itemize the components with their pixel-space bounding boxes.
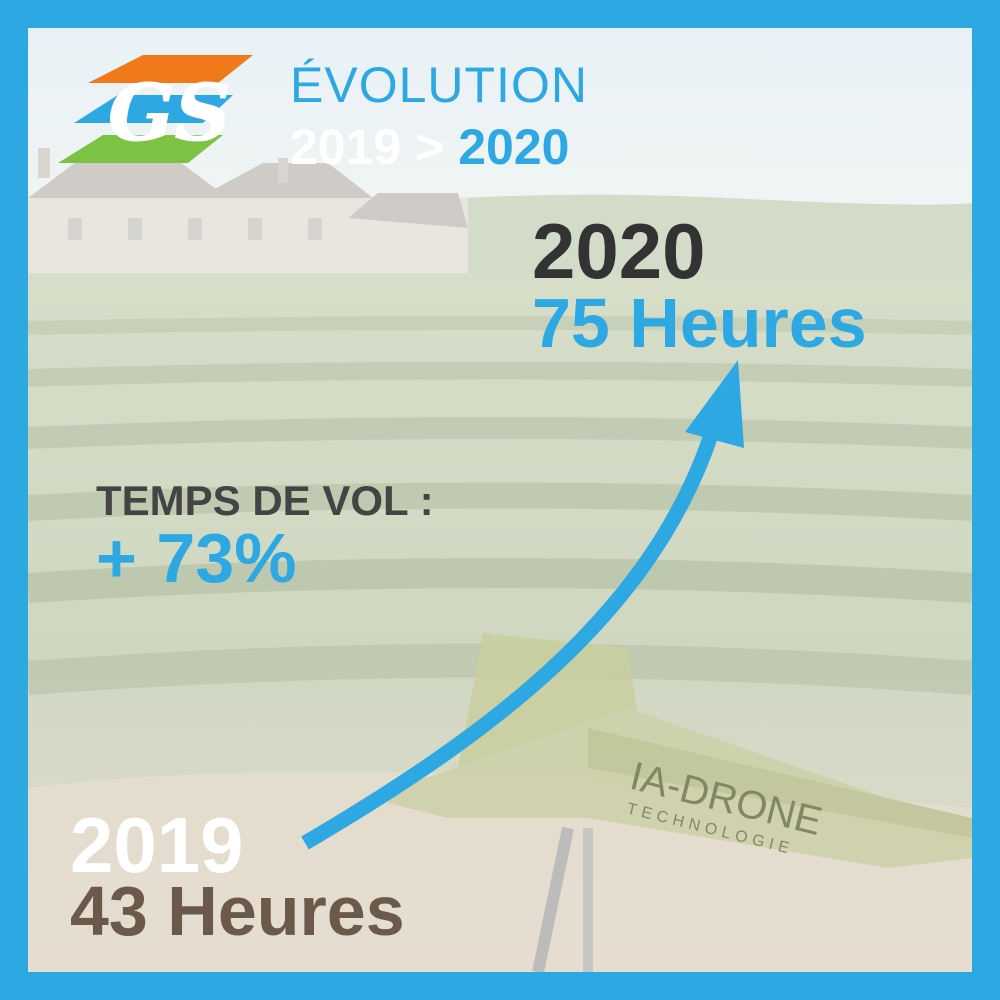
vineyard-photo-background: IA-DRONE TECHNOLOGIE xyxy=(28,28,972,972)
year-2020-label: 2020 xyxy=(532,207,706,295)
year-2019-label: 2019 xyxy=(70,801,244,889)
header-year-from: 2019 xyxy=(290,119,402,175)
hours-2020-value: 75 Heures xyxy=(532,284,867,362)
drone-image: IA-DRONE TECHNOLOGIE xyxy=(368,633,972,972)
vineyard-photo: IA-DRONE TECHNOLOGIE xyxy=(28,28,972,972)
hours-2019-value: 43 Heures xyxy=(70,872,405,950)
flight-time-change: + 73% xyxy=(96,519,297,597)
header-years: 2019 > 2020 xyxy=(290,122,569,172)
logo-text: GS xyxy=(108,68,231,159)
header-year-to: 2020 xyxy=(458,119,570,175)
gs-logo: GS xyxy=(58,55,253,163)
vine-rows xyxy=(28,316,972,695)
flight-time-label: TEMPS DE VOL : xyxy=(96,477,434,524)
header-separator: > xyxy=(415,119,445,175)
header-title: ÉVOLUTION xyxy=(290,57,588,113)
